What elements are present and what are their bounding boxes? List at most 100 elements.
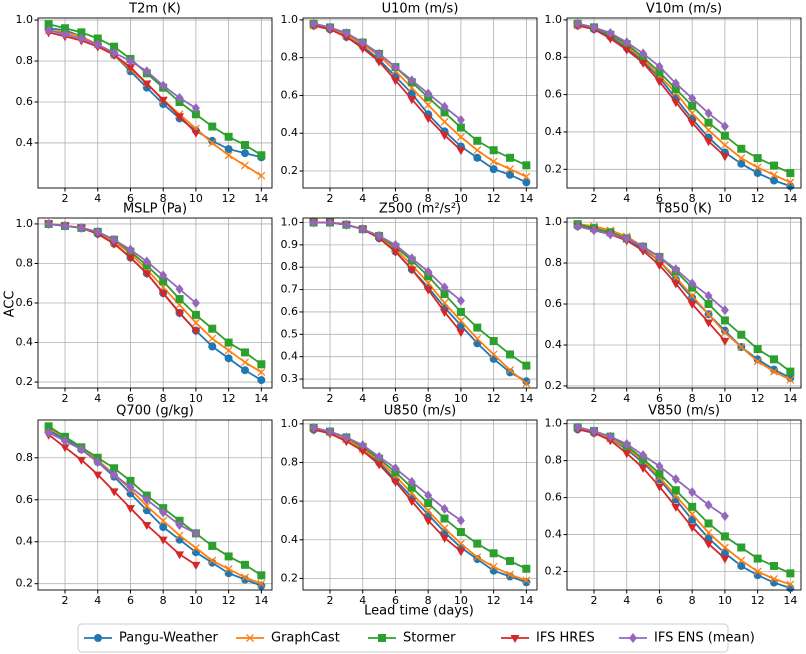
marker	[606, 229, 615, 240]
marker	[720, 141, 729, 149]
x-tick-label: 8	[689, 594, 696, 607]
marker	[688, 93, 697, 104]
marker	[456, 316, 465, 325]
marker	[629, 633, 637, 643]
y-tick-label: 0.9	[281, 238, 299, 251]
series-line	[577, 22, 791, 174]
marker	[506, 350, 514, 359]
marker	[407, 96, 417, 105]
series-line	[313, 428, 527, 584]
marker	[191, 298, 200, 308]
series-line	[313, 426, 527, 582]
marker	[257, 360, 266, 369]
marker	[655, 68, 664, 77]
y-tick-label: 0.6	[16, 296, 34, 309]
marker	[390, 248, 400, 257]
marker	[720, 549, 729, 558]
marker	[456, 539, 465, 548]
marker	[159, 80, 168, 91]
marker	[390, 478, 400, 487]
y-tick-label: 0.8	[16, 256, 34, 269]
y-tick-label: 0.4	[281, 126, 299, 139]
marker	[257, 368, 266, 377]
marker	[688, 502, 697, 511]
series-line	[577, 225, 791, 379]
x-tick-label: 12	[751, 594, 765, 607]
marker	[573, 422, 582, 433]
marker	[473, 323, 482, 332]
marker	[224, 132, 233, 141]
marker	[687, 524, 697, 533]
y-tick-label: 0.8	[281, 51, 299, 64]
marker	[241, 366, 249, 375]
y-tick-label: 0.4	[281, 350, 299, 363]
marker	[655, 61, 664, 72]
marker	[506, 153, 514, 162]
marker	[191, 310, 200, 319]
y-tick-label: 0.5	[281, 327, 299, 340]
x-tick-label: 10	[189, 392, 203, 405]
x-tick-label: 14	[519, 192, 533, 205]
marker	[489, 337, 498, 346]
marker	[473, 539, 482, 548]
plot-frame	[566, 419, 802, 591]
marker	[456, 548, 466, 557]
marker	[786, 375, 795, 384]
series-line	[313, 22, 527, 167]
panel-title: T2m (K)	[128, 2, 181, 17]
x-tick-label: 6	[127, 392, 134, 405]
y-tick-label: 1.0	[281, 215, 299, 228]
marker	[786, 182, 795, 191]
marker	[590, 225, 598, 236]
marker	[391, 463, 400, 474]
marker	[655, 251, 664, 262]
marker	[342, 219, 351, 230]
marker	[786, 367, 795, 376]
marker	[638, 247, 648, 256]
marker	[375, 451, 384, 462]
x-tick-label: 12	[222, 192, 236, 205]
marker	[654, 483, 664, 492]
marker	[208, 556, 217, 565]
x-tick-label: 8	[160, 594, 167, 607]
marker	[473, 334, 482, 343]
marker	[208, 342, 217, 351]
series-line	[577, 225, 726, 311]
y-tick-label: 0.6	[545, 491, 563, 504]
marker	[440, 282, 449, 293]
marker	[704, 138, 714, 147]
x-tick-label: 4	[359, 594, 366, 607]
marker	[440, 108, 449, 117]
marker	[326, 217, 334, 228]
marker	[770, 367, 778, 376]
marker	[671, 503, 681, 512]
x-tick-label: 2	[327, 392, 334, 405]
marker	[720, 305, 729, 316]
marker	[671, 264, 680, 275]
series-line	[313, 221, 462, 302]
x-tick-label: 4	[623, 594, 630, 607]
marker	[77, 444, 86, 455]
x-tick-label: 4	[623, 192, 630, 205]
y-tick-label: 0.4	[16, 336, 34, 349]
x-tick-label: 10	[189, 192, 203, 205]
marker	[77, 222, 86, 233]
marker	[61, 24, 69, 33]
series-line	[313, 426, 527, 570]
marker	[358, 224, 367, 235]
marker	[737, 561, 746, 570]
y-tick-label: 0.8	[16, 54, 34, 67]
marker	[191, 103, 200, 114]
marker	[638, 465, 648, 474]
marker	[159, 516, 168, 525]
y-tick-label: 0.2	[16, 577, 34, 590]
marker	[77, 33, 86, 44]
marker	[753, 345, 762, 354]
marker	[126, 476, 135, 485]
marker	[606, 431, 615, 442]
marker	[126, 56, 135, 67]
marker	[424, 499, 433, 508]
marker	[158, 290, 168, 299]
marker	[522, 161, 531, 170]
marker	[391, 239, 400, 250]
